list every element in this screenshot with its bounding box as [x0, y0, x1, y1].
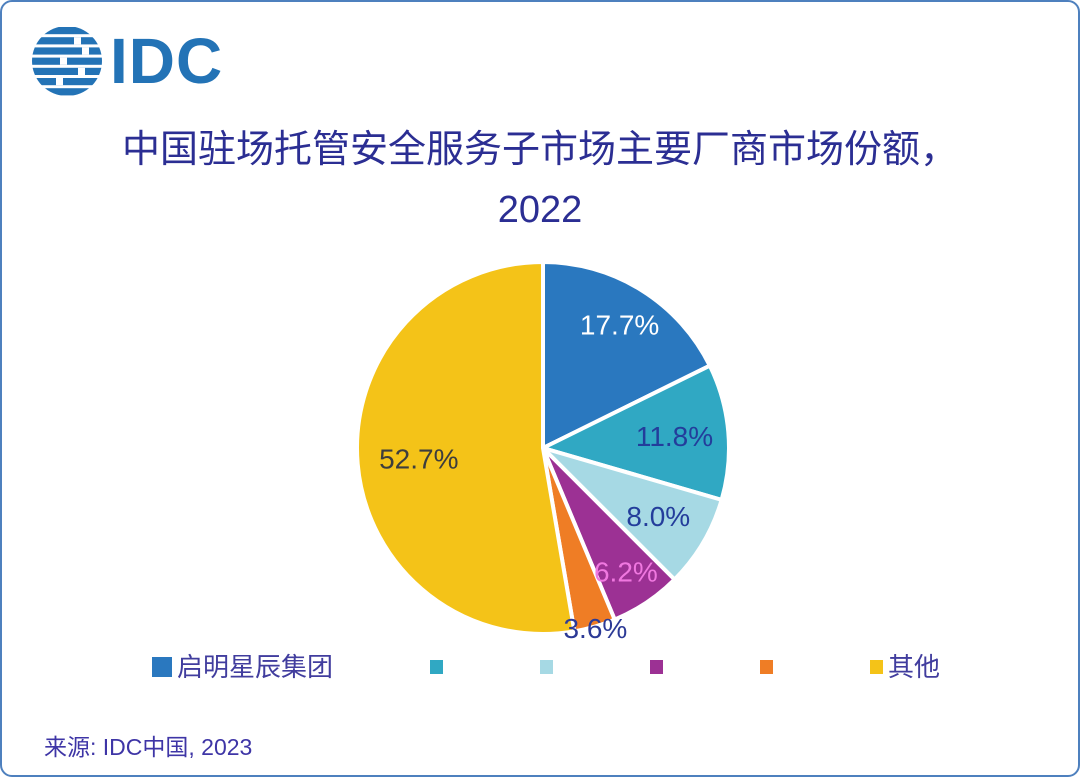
- idc-logo: IDC: [30, 24, 223, 98]
- legend-item-3: [649, 660, 663, 674]
- legend-swatch-icon: [649, 660, 663, 674]
- source-text: 来源: IDC中国, 2023: [44, 734, 253, 760]
- pie-value-label-4: 3.6%: [563, 613, 627, 644]
- legend-item-4: [759, 660, 773, 674]
- pie-value-label-3: 6.2%: [594, 556, 658, 587]
- pie-value-label-2: 8.0%: [626, 501, 690, 532]
- pie-slice-5: [355, 260, 577, 636]
- chart-legend: 启明星辰集团 其他: [152, 652, 940, 682]
- pie-chart: 17.7% 11.8% 8.0% 6.2% 3.6% 52.7%: [328, 233, 758, 663]
- legend-swatch-icon: [869, 660, 883, 674]
- page-title: 中国驻场托管安全服务子市场主要厂商市场份额， 2022: [2, 120, 1078, 240]
- pie-slice-0: [541, 260, 712, 450]
- idc-globe-icon: [32, 27, 102, 96]
- page-title-line2: 2022: [497, 189, 583, 231]
- legend-item-5: 其他: [869, 652, 940, 682]
- pie-value-label-0: 17.7%: [580, 310, 659, 341]
- pie-value-label-1: 11.8%: [636, 421, 713, 452]
- legend-item-0: 启明星辰集团: [152, 652, 333, 682]
- legend-label: 其他: [887, 652, 940, 682]
- legend-swatch-icon: [152, 657, 172, 677]
- legend-swatch-icon: [539, 660, 553, 674]
- legend-item-1: [430, 660, 443, 674]
- pie-chart-svg: 17.7% 11.8% 8.0% 6.2% 3.6% 52.7%: [355, 260, 731, 644]
- pie-slice-1: [541, 363, 731, 502]
- pie-value-label-5: 52.7%: [379, 443, 458, 474]
- idc-logo-text: IDC: [110, 25, 224, 97]
- legend-item-2: [539, 660, 553, 674]
- legend-label: 启明星辰集团: [177, 652, 334, 682]
- page-title-line1: 中国驻场托管安全服务子市场主要厂商市场份额，: [121, 129, 958, 171]
- legend-swatch-icon: [430, 660, 443, 674]
- legend-swatch-icon: [759, 660, 773, 674]
